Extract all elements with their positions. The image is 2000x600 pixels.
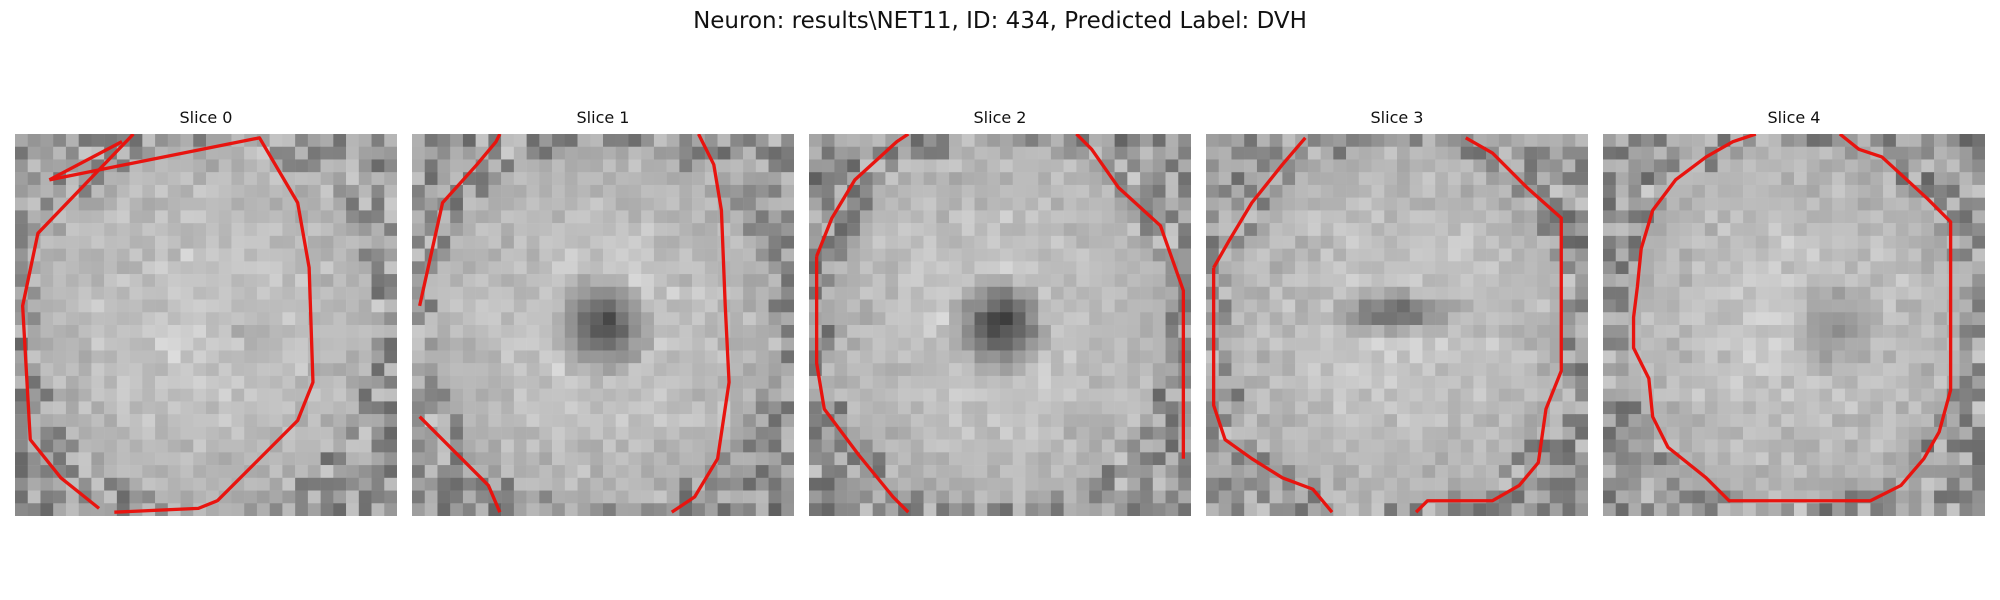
contour-line — [814, 256, 910, 514]
slice-image — [15, 134, 397, 516]
slice-title: Slice 1 — [576, 108, 630, 127]
slice-title: Slice 2 — [973, 108, 1027, 127]
figure-title: Neuron: results\NET11, ID: 434, Predicte… — [693, 8, 1307, 34]
slice-image — [1603, 134, 1985, 516]
contour-line — [1631, 134, 1953, 503]
contour-line — [418, 134, 502, 307]
contour-line — [1414, 136, 1563, 514]
slice-title: Slice 3 — [1370, 108, 1424, 127]
contour-line — [49, 136, 315, 514]
contour-line — [1212, 136, 1307, 269]
contour-line — [815, 134, 910, 257]
slice-image — [809, 134, 1191, 516]
contour-line — [48, 140, 123, 182]
contour-line — [1075, 134, 1186, 459]
slice-image — [412, 134, 794, 516]
slice-title: Slice 4 — [1767, 108, 1821, 127]
contour-line — [20, 134, 135, 510]
contour-line — [418, 415, 502, 513]
contour-line — [1211, 267, 1334, 514]
slice-image — [1206, 134, 1588, 516]
contour-line — [670, 134, 731, 514]
contour-line — [1639, 134, 1757, 250]
slice-title: Slice 0 — [179, 108, 233, 127]
